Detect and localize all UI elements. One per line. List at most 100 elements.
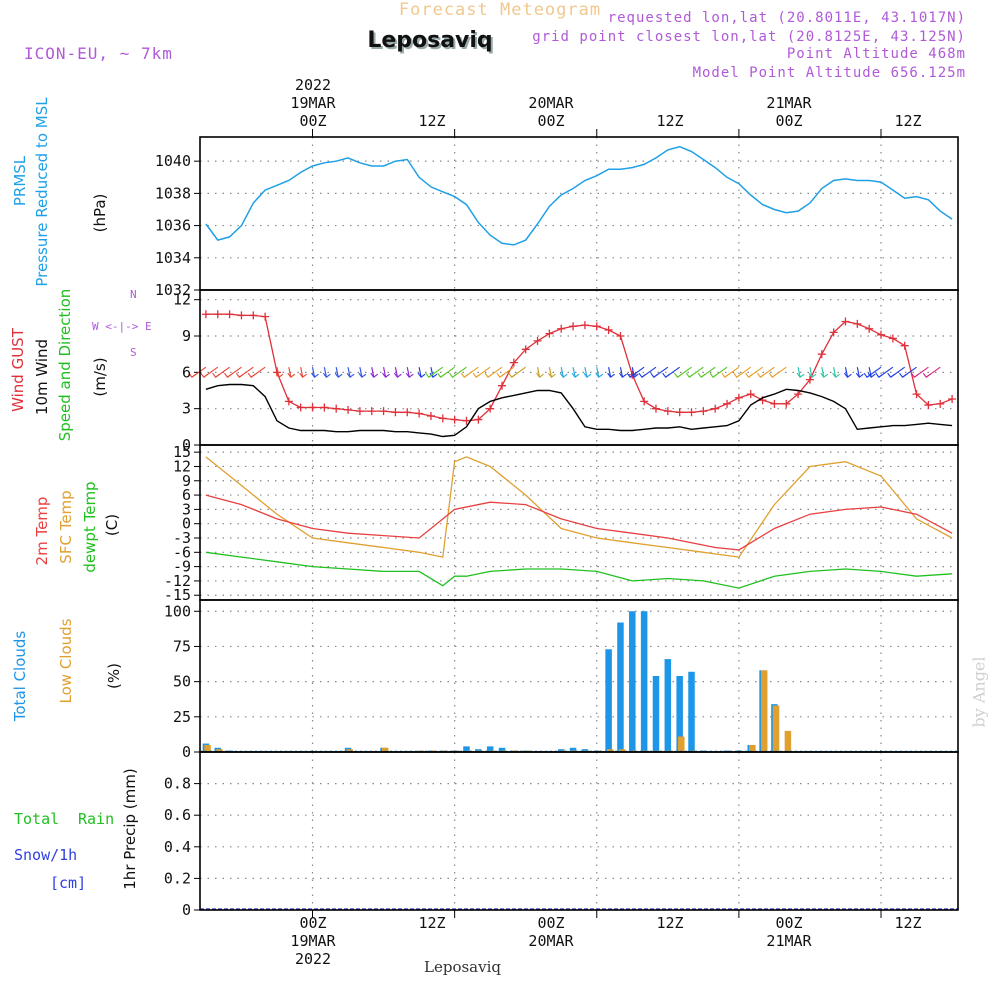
- wind-arrowhead: [721, 372, 730, 379]
- gust-marker: [663, 407, 672, 416]
- gust-marker: [699, 407, 708, 416]
- gust-marker: [616, 332, 625, 341]
- gust-marker: [450, 415, 459, 424]
- gust-marker: [344, 405, 353, 414]
- top-date-label: 20MAR: [528, 94, 574, 112]
- gust-marker: [592, 322, 601, 331]
- gust-marker: [249, 311, 258, 320]
- wind-arrow: [619, 367, 624, 378]
- wind-arrowhead: [855, 372, 864, 379]
- wind-arrow: [347, 367, 351, 378]
- bottom-hour-label: 00Z: [537, 914, 565, 932]
- total-cloud-bar: [498, 747, 506, 752]
- bottom-hour-label: 12Z: [418, 914, 446, 932]
- total-cloud-bar: [629, 611, 636, 752]
- wind-arrowhead: [370, 372, 379, 379]
- gust-marker: [237, 311, 246, 320]
- wind-arrowhead: [650, 372, 659, 379]
- low-cloud-bar: [618, 749, 626, 752]
- wind-arrow: [418, 367, 422, 378]
- total-cloud-bar: [605, 649, 612, 752]
- low-cloud-bar: [772, 705, 780, 752]
- gust-marker: [332, 404, 341, 413]
- gust-marker: [651, 404, 660, 413]
- snow-unit-label: [cm]: [50, 874, 87, 892]
- low-cloud-bar: [216, 749, 223, 752]
- y-tick-label: -15: [164, 586, 191, 604]
- wind-arrowhead: [626, 372, 635, 379]
- wind-arrowhead: [733, 372, 742, 379]
- gust-marker: [912, 390, 921, 399]
- low-cloud-bar: [606, 749, 614, 752]
- y-tick-label: 0.8: [164, 775, 191, 793]
- wind-arrowhead: [674, 372, 682, 379]
- point-altitude: Point Altitude 468m: [786, 46, 966, 62]
- wind-arrowhead: [437, 372, 446, 379]
- gust-marker: [438, 414, 447, 423]
- y-tick-label: 12: [173, 291, 191, 309]
- total-cloud-bar: [676, 676, 683, 752]
- wind-arrow: [406, 367, 410, 378]
- wind-arrowhead: [618, 372, 627, 379]
- wind-arrowhead: [449, 372, 457, 379]
- model-label: ICON-EU, ~ 7km: [24, 44, 173, 63]
- y-tick-label: 1036: [155, 217, 191, 235]
- gust-marker: [675, 408, 684, 417]
- y-tick-label: 9: [182, 472, 191, 490]
- wind-arrowhead: [685, 372, 694, 379]
- wind-arrowhead: [875, 372, 884, 379]
- y-tick-label: 3: [182, 500, 191, 518]
- wind-arrowhead: [547, 372, 556, 379]
- gust-marker: [557, 324, 566, 333]
- low-cloud-bar: [760, 670, 768, 752]
- sfc-temp-line: [205, 456, 953, 558]
- gust-marker: [640, 397, 649, 406]
- wind-arrow: [596, 367, 600, 378]
- wind-arrow: [868, 367, 872, 378]
- y-tick-label: -12: [164, 572, 191, 590]
- gust-marker: [225, 310, 234, 319]
- bottom-hour-label: 12Z: [656, 914, 684, 932]
- gust-marker: [782, 399, 791, 408]
- top-date-label: 21MAR: [766, 94, 812, 112]
- wind-arrow: [276, 367, 280, 378]
- wind-arrow: [572, 367, 576, 378]
- y-tick-label: 100: [164, 602, 191, 620]
- top-date-label: 19MAR: [290, 94, 336, 112]
- gust-marker: [521, 345, 530, 354]
- low-cloud-bar: [204, 744, 211, 752]
- wind-arrowhead: [768, 372, 777, 379]
- wind-arrow: [288, 367, 292, 378]
- pressure-line: [205, 145, 953, 246]
- wind-arrow: [856, 367, 860, 378]
- wind-arrowhead: [536, 372, 544, 379]
- gust-marker: [580, 321, 589, 330]
- total-cloud-bar: [652, 676, 660, 752]
- gust-marker: [213, 310, 222, 319]
- gust-marker: [391, 408, 400, 417]
- wind-arrow: [430, 367, 434, 378]
- low-cloud-bar: [749, 744, 756, 752]
- y-tick-label: 1040: [155, 152, 191, 170]
- wind-arrow: [371, 367, 375, 378]
- wind-arrow: [335, 367, 339, 378]
- wind-arrow: [359, 367, 363, 378]
- low-cloud-bar: [678, 736, 685, 752]
- gust-marker: [805, 375, 814, 384]
- y-tick-label: 0.2: [164, 869, 191, 887]
- gust-marker: [308, 403, 317, 412]
- wind-arrowhead: [571, 372, 580, 379]
- top-hour-label: 12Z: [418, 112, 446, 130]
- wind-arrowhead: [484, 372, 493, 379]
- top-hour-label: 00Z: [537, 112, 565, 130]
- gust-marker: [734, 393, 743, 402]
- total-cloud-bar: [486, 746, 494, 752]
- wind-arrowhead: [496, 372, 505, 379]
- compass-west-east: W <-|-> E: [92, 320, 152, 333]
- grid-point-coords: grid point closest lon,lat (20.8125E, 43…: [532, 29, 966, 45]
- chart-title: Forecast Meteogram: [398, 0, 602, 20]
- gust-marker: [533, 336, 542, 345]
- gust-line: [205, 313, 953, 422]
- compass-south: S: [130, 346, 137, 359]
